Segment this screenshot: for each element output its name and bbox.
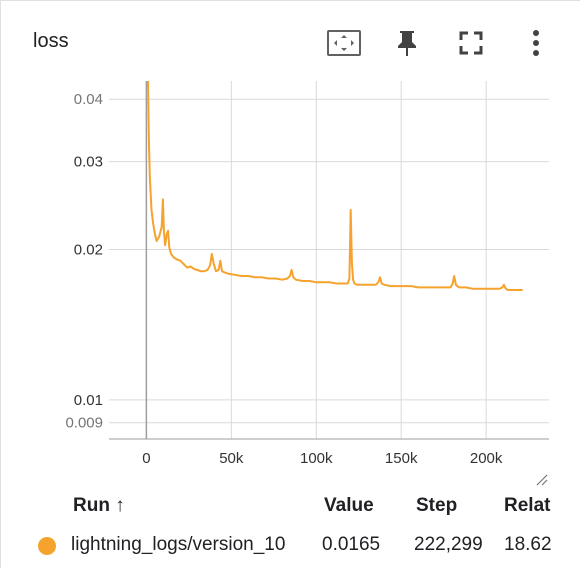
x-tick-label: 200k xyxy=(470,450,503,467)
y-tick-label: 0.04 xyxy=(74,91,103,108)
run-value: 0.0165 xyxy=(322,534,380,556)
x-tick-label: 150k xyxy=(385,450,418,467)
relative-column-header[interactable]: Relat xyxy=(504,495,550,517)
x-tick-label: 100k xyxy=(300,450,333,467)
y-tick-label: 0.02 xyxy=(74,242,103,259)
x-tick-label: 0 xyxy=(142,450,150,467)
run-color-dot xyxy=(38,537,56,555)
step-column-header[interactable]: Step xyxy=(416,495,457,517)
run-name: lightning_logs/version_10 xyxy=(71,534,285,556)
y-tick-label: 0.03 xyxy=(74,154,103,171)
loss-chart[interactable]: 0.04 0.03 0.02 0.01 0.009 0 50k 100k 150k 200k xyxy=(1,1,580,491)
run-step: 222,299 xyxy=(414,534,483,556)
run-relative: 18.62 xyxy=(504,534,552,556)
value-column-header[interactable]: Value xyxy=(324,495,374,517)
y-tick-label: 0.009 xyxy=(65,415,103,432)
x-tick-label: 50k xyxy=(219,450,244,467)
y-tick-label: 0.01 xyxy=(74,392,103,409)
run-column-header[interactable]: Run ↑ xyxy=(73,495,125,517)
resize-handle-icon[interactable] xyxy=(537,475,547,485)
